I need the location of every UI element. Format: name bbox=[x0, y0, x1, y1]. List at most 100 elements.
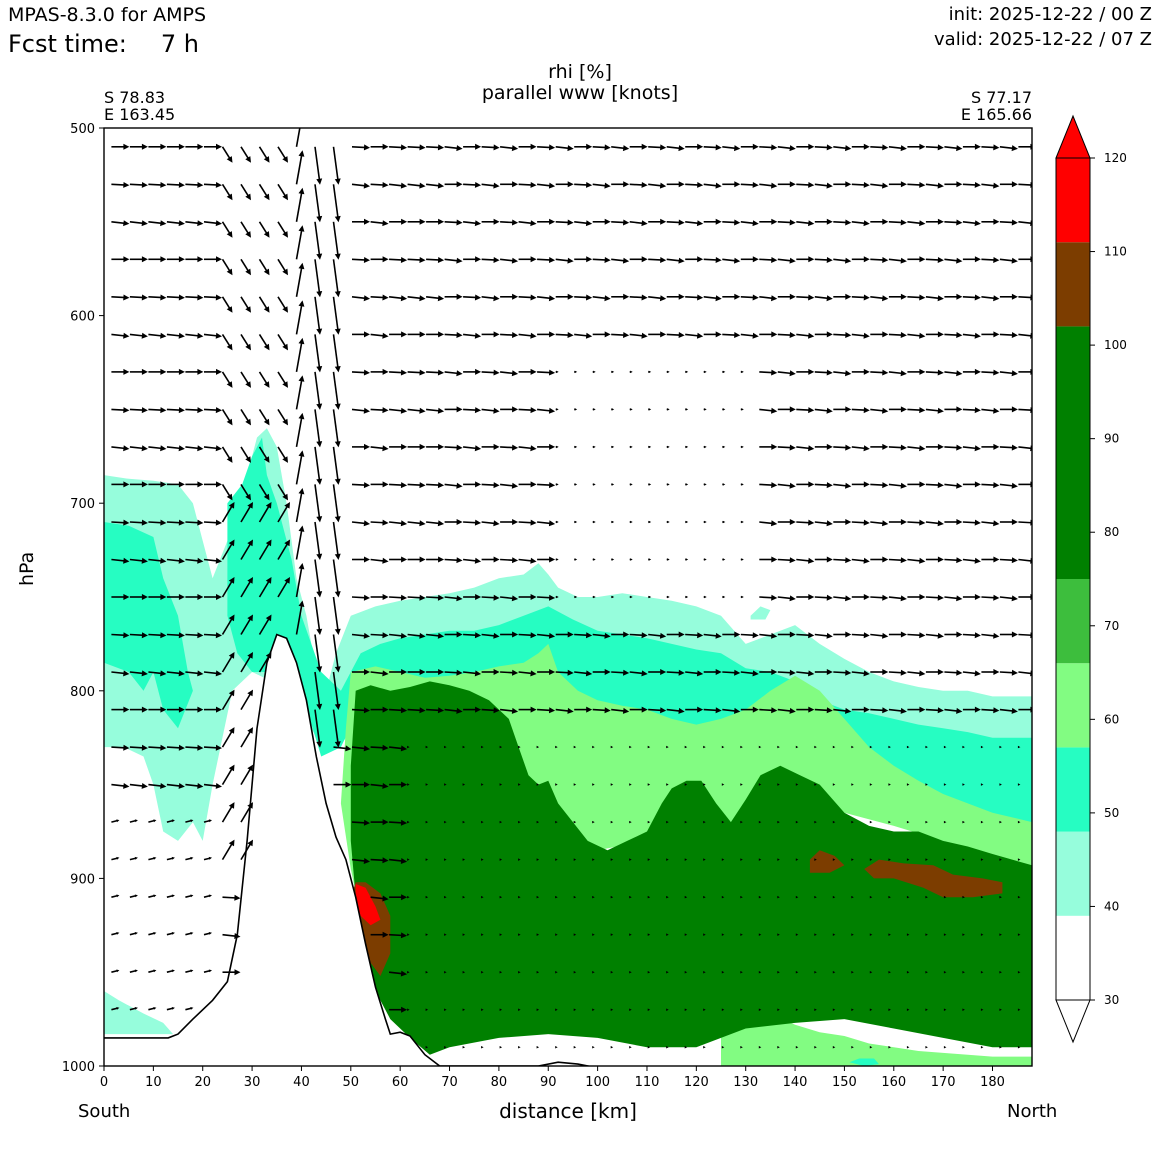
wind-arrow-1057 bbox=[944, 332, 963, 338]
wind-arrow-89 bbox=[166, 783, 185, 789]
wind-arrow-667 bbox=[648, 707, 667, 714]
wind-arrow-399 bbox=[444, 971, 447, 974]
wind-arrow-1168 bbox=[1017, 745, 1021, 749]
wind-arrow-430 bbox=[481, 257, 500, 263]
wind-arrow-158 bbox=[221, 689, 235, 711]
wind-arrow-1038 bbox=[925, 556, 944, 563]
wind-arrow-760 bbox=[722, 445, 726, 449]
wind-arrow-394 bbox=[444, 783, 447, 786]
wind-arrow-421 bbox=[462, 858, 466, 861]
x-tick-label-150: 150 bbox=[832, 1075, 857, 1090]
y-tick-label-900: 900 bbox=[70, 872, 95, 887]
wind-arrow-485 bbox=[518, 445, 537, 452]
wind-arrow-1112 bbox=[981, 520, 1000, 527]
wind-arrow-1 bbox=[111, 182, 130, 188]
wind-arrow-163 bbox=[222, 894, 241, 901]
wind-arrow-723 bbox=[684, 933, 688, 936]
wind-arrow-1054 bbox=[944, 219, 963, 226]
wind-arrow-220 bbox=[295, 337, 305, 373]
wind-arrow-1002 bbox=[907, 143, 926, 150]
wind-arrow-761 bbox=[722, 483, 726, 486]
wind-arrow-186 bbox=[258, 146, 270, 163]
wind-arrow-825 bbox=[758, 1008, 762, 1011]
wind-arrow-249 bbox=[332, 334, 341, 373]
wind-arrow-1146 bbox=[999, 858, 1002, 861]
wind-arrow-323 bbox=[389, 858, 408, 864]
wind-arrow-104 bbox=[185, 445, 204, 452]
wind-arrow-646 bbox=[629, 858, 632, 861]
wind-arrow-46 bbox=[129, 969, 138, 973]
north-label: North bbox=[1007, 1101, 1058, 1122]
wind-arrow-862 bbox=[796, 519, 815, 526]
wind-arrow-1163 bbox=[1018, 557, 1032, 564]
wind-arrow-563 bbox=[574, 558, 578, 561]
wind-arrow-1099 bbox=[962, 971, 965, 974]
wind-arrow-1138 bbox=[999, 557, 1018, 564]
wind-arrow-655 bbox=[648, 257, 667, 263]
wind-arrow-695 bbox=[666, 820, 669, 824]
wind-arrow-49 bbox=[148, 182, 167, 188]
wind-arrow-408 bbox=[463, 368, 482, 375]
x-tick-label-60: 60 bbox=[392, 1075, 409, 1090]
wind-arrow-782 bbox=[740, 332, 759, 339]
wind-arrow-360 bbox=[426, 443, 445, 450]
wind-arrow-165 bbox=[222, 969, 241, 976]
wind-arrow-187 bbox=[258, 183, 270, 201]
wind-arrow-669 bbox=[647, 783, 651, 786]
wind-arrow-968 bbox=[869, 745, 873, 749]
wind-arrow-884 bbox=[814, 407, 833, 414]
wind-arrow-1033 bbox=[925, 369, 944, 376]
wind-arrow-138 bbox=[203, 819, 212, 823]
wind-arrow-543 bbox=[555, 745, 558, 749]
wind-arrow-1102 bbox=[981, 144, 1000, 151]
wind-arrow-966 bbox=[870, 669, 889, 675]
wind-arrow-387 bbox=[444, 519, 463, 525]
wind-arrow-1028 bbox=[925, 182, 944, 189]
wind-arrow-1063 bbox=[944, 557, 963, 564]
wind-arrow-837 bbox=[777, 519, 796, 525]
wind-arrow-1173 bbox=[1017, 933, 1021, 936]
wind-arrow-156 bbox=[221, 614, 235, 635]
wind-arrow-45 bbox=[129, 932, 138, 936]
wind-arrow-933 bbox=[851, 368, 870, 375]
wind-arrow-241 bbox=[314, 634, 323, 673]
wind-arrow-185 bbox=[240, 839, 253, 861]
wind-arrow-946 bbox=[851, 858, 854, 861]
wind-arrow-292 bbox=[370, 519, 389, 526]
wind-arrow-329 bbox=[407, 182, 426, 189]
wind-arrow-370 bbox=[425, 820, 429, 824]
wind-arrow-258 bbox=[332, 671, 341, 710]
wind-arrow-990 bbox=[888, 631, 907, 638]
wind-arrow-410 bbox=[463, 445, 482, 452]
wind-arrow-170 bbox=[240, 296, 251, 313]
wind-arrow-879 bbox=[814, 218, 833, 225]
wind-arrow-188 bbox=[258, 221, 270, 238]
wind-arrow-350 bbox=[407, 971, 410, 974]
wind-arrow-1048 bbox=[925, 933, 928, 936]
wind-arrow-67 bbox=[148, 856, 157, 861]
wind-arrow-1083 bbox=[962, 368, 981, 375]
wind-arrow-539 bbox=[555, 595, 559, 599]
wind-arrow-1015 bbox=[907, 632, 926, 639]
wind-arrow-271 bbox=[351, 482, 370, 489]
wind-arrow-478 bbox=[518, 182, 537, 188]
wind-arrow-473 bbox=[499, 933, 503, 936]
wind-arrow-358 bbox=[426, 369, 445, 376]
wind-arrow-789 bbox=[740, 595, 744, 599]
wind-arrow-779 bbox=[740, 220, 759, 227]
wind-arrow-4 bbox=[111, 294, 130, 301]
wind-arrow-1079 bbox=[962, 220, 981, 227]
wind-arrow-57 bbox=[148, 481, 167, 488]
wind-arrow-805 bbox=[759, 257, 778, 263]
x-tick-label-170: 170 bbox=[931, 1075, 956, 1090]
wind-arrow-212 bbox=[277, 539, 290, 560]
wind-arrow-714 bbox=[685, 595, 689, 599]
wind-arrow-827 bbox=[777, 145, 796, 152]
wind-arrow-276 bbox=[352, 669, 370, 675]
wind-arrow-33 bbox=[129, 481, 148, 488]
wind-arrow-453 bbox=[500, 181, 519, 188]
wind-arrow-464 bbox=[500, 595, 519, 602]
wind-arrow-524 bbox=[536, 971, 540, 974]
wind-arrow-588 bbox=[592, 558, 596, 561]
wind-arrow-616 bbox=[611, 669, 630, 676]
